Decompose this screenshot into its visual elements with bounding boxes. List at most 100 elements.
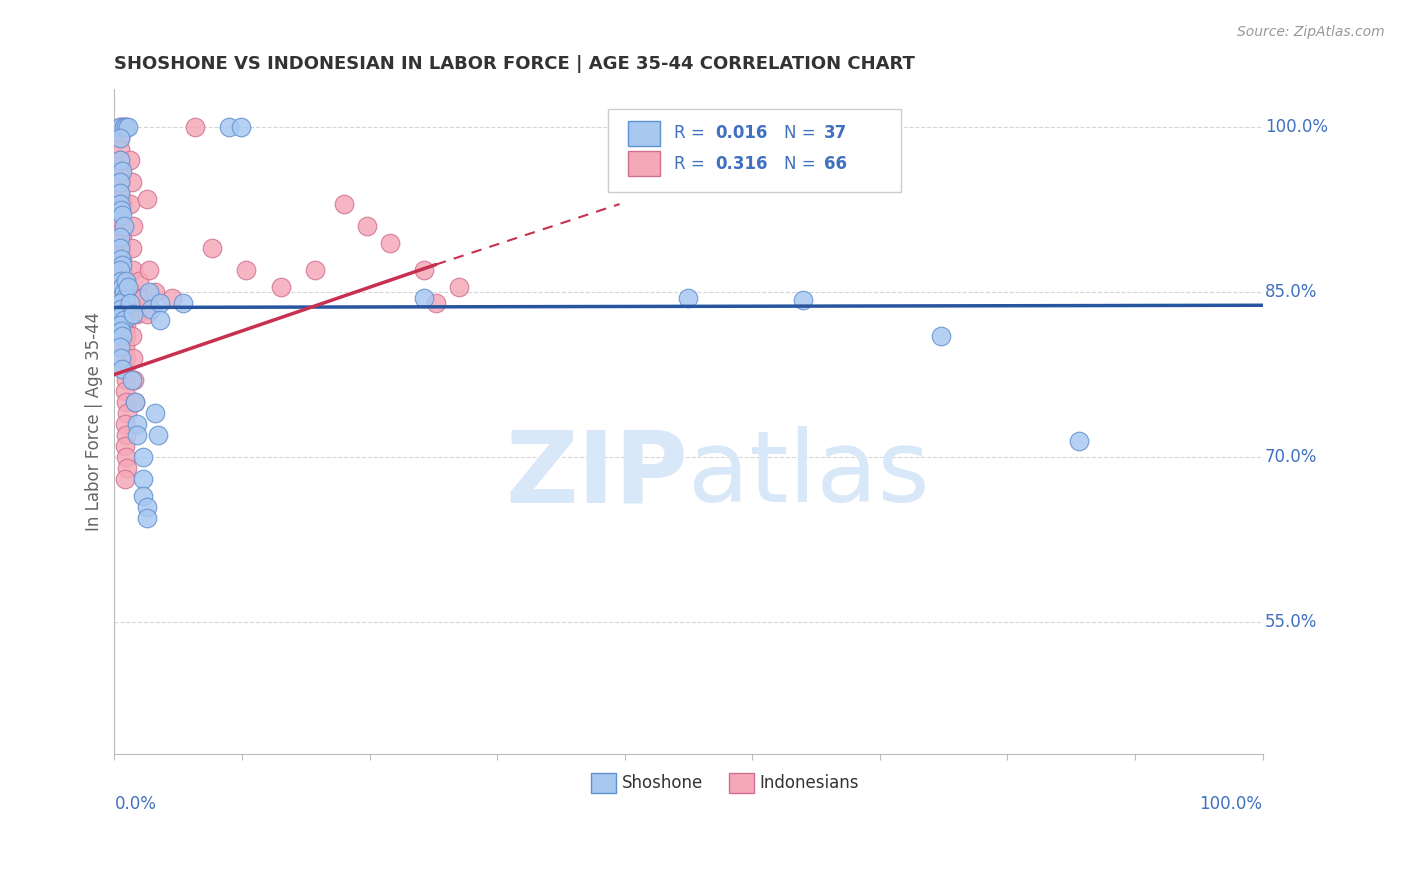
Point (108, 186, 131, 200)
Point (128, 274, 150, 288)
Point (110, 258, 132, 272)
Point (108, 263, 131, 277)
Point (149, 312, 172, 326)
Text: 0.316: 0.316 (714, 155, 768, 173)
FancyBboxPatch shape (728, 772, 754, 793)
Point (117, 120, 139, 134)
Point (114, 301, 136, 316)
Point (114, 324, 136, 338)
Point (132, 450, 155, 464)
Point (114, 291, 136, 305)
Point (115, 395, 138, 409)
Point (128, 291, 150, 305)
Point (121, 263, 143, 277)
Point (114, 274, 136, 288)
Point (108, 230, 131, 244)
Point (270, 279, 292, 293)
Point (108, 186, 131, 200)
Point (108, 208, 131, 222)
Y-axis label: In Labor Force | Age 35-44: In Labor Force | Age 35-44 (86, 311, 103, 531)
Point (425, 296, 447, 310)
Point (132, 489, 155, 503)
Text: R =: R = (673, 124, 710, 142)
Text: 37: 37 (824, 124, 848, 142)
Point (112, 219, 135, 233)
Point (108, 175, 131, 189)
Point (138, 285, 160, 299)
Point (121, 219, 143, 233)
Point (110, 351, 132, 365)
Point (114, 472, 136, 486)
Point (127, 417, 149, 431)
Point (115, 461, 138, 475)
Text: 66: 66 (824, 155, 846, 173)
Point (143, 285, 166, 299)
Point (110, 235, 132, 250)
Point (138, 263, 160, 277)
Point (114, 312, 136, 326)
Point (111, 230, 134, 244)
Point (115, 406, 138, 420)
Point (111, 258, 134, 272)
Point (132, 472, 155, 486)
Point (121, 373, 143, 387)
Point (108, 175, 131, 189)
Text: Indonesians: Indonesians (759, 773, 859, 791)
Point (114, 120, 136, 134)
Point (121, 241, 143, 255)
Text: 70.0%: 70.0% (1265, 448, 1317, 466)
Point (110, 324, 132, 338)
Point (413, 263, 436, 277)
Point (235, 263, 257, 277)
Point (115, 285, 138, 299)
Point (111, 329, 134, 343)
Point (114, 279, 136, 293)
FancyBboxPatch shape (609, 109, 901, 192)
Point (678, 291, 700, 305)
Point (121, 351, 143, 365)
Point (115, 318, 138, 332)
Point (112, 312, 135, 326)
Point (108, 296, 131, 310)
Point (110, 246, 132, 260)
Point (115, 307, 138, 321)
Text: N =: N = (783, 155, 821, 173)
Text: Source: ZipAtlas.com: Source: ZipAtlas.com (1237, 25, 1385, 39)
Point (146, 428, 169, 442)
Point (127, 428, 149, 442)
Point (135, 192, 157, 206)
Point (110, 252, 132, 266)
FancyBboxPatch shape (627, 151, 659, 177)
Point (184, 120, 207, 134)
Point (110, 192, 132, 206)
Point (121, 285, 143, 299)
Point (413, 291, 436, 305)
Point (111, 208, 134, 222)
Point (135, 500, 157, 514)
Point (108, 340, 131, 354)
Point (115, 351, 138, 365)
Point (108, 164, 131, 178)
Point (111, 263, 134, 277)
Point (121, 329, 143, 343)
Point (172, 296, 194, 310)
Point (447, 279, 470, 293)
Point (111, 164, 134, 178)
Point (108, 120, 131, 134)
Point (333, 197, 356, 211)
Point (110, 274, 132, 288)
Point (110, 301, 132, 316)
Point (124, 395, 146, 409)
Point (149, 296, 172, 310)
Point (115, 329, 138, 343)
Point (160, 291, 183, 305)
Point (114, 291, 136, 305)
Text: Shoshone: Shoshone (621, 773, 703, 791)
Point (108, 153, 131, 167)
Point (110, 159, 132, 173)
Point (111, 279, 134, 293)
Text: 55.0%: 55.0% (1265, 613, 1317, 631)
Point (132, 291, 155, 305)
Point (120, 296, 142, 310)
Point (114, 340, 136, 354)
